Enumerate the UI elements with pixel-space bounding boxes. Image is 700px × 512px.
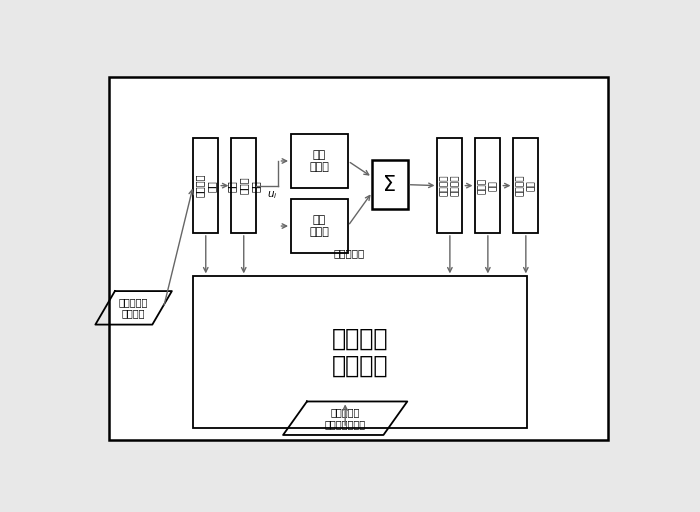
- Text: 高通
滤波器: 高通 滤波器: [309, 215, 330, 237]
- Text: 还原温差
变化信号: 还原温差 变化信号: [440, 175, 460, 197]
- Bar: [291, 134, 348, 187]
- Text: 快速
傅立叶
变换: 快速 傅立叶 变换: [227, 177, 260, 195]
- Text: 曲线函数
求导: 曲线函数 求导: [516, 175, 536, 197]
- Bar: [513, 138, 538, 233]
- Text: $u_i$: $u_i$: [267, 189, 277, 201]
- Text: Σ: Σ: [384, 175, 396, 195]
- Text: 电缆头内部
导体温度变化率: 电缆头内部 导体温度变化率: [325, 408, 365, 429]
- Bar: [280, 97, 419, 261]
- Text: 温度变化
解析方法: 温度变化 解析方法: [332, 326, 389, 378]
- Text: 电缆头表面
温度数据: 电缆头表面 温度数据: [119, 297, 148, 318]
- Text: 均匀自然
采样: 均匀自然 采样: [195, 174, 216, 197]
- Bar: [291, 199, 348, 252]
- Text: 低通
滤波器: 低通 滤波器: [309, 150, 330, 172]
- Bar: [231, 138, 256, 233]
- Text: 带阻滤波器: 带阻滤波器: [334, 248, 365, 259]
- Bar: [438, 138, 463, 233]
- Bar: [193, 138, 218, 233]
- Bar: [372, 160, 407, 209]
- Bar: [475, 138, 500, 233]
- Bar: [193, 276, 527, 428]
- Text: 重叠波
分解: 重叠波 分解: [478, 178, 498, 194]
